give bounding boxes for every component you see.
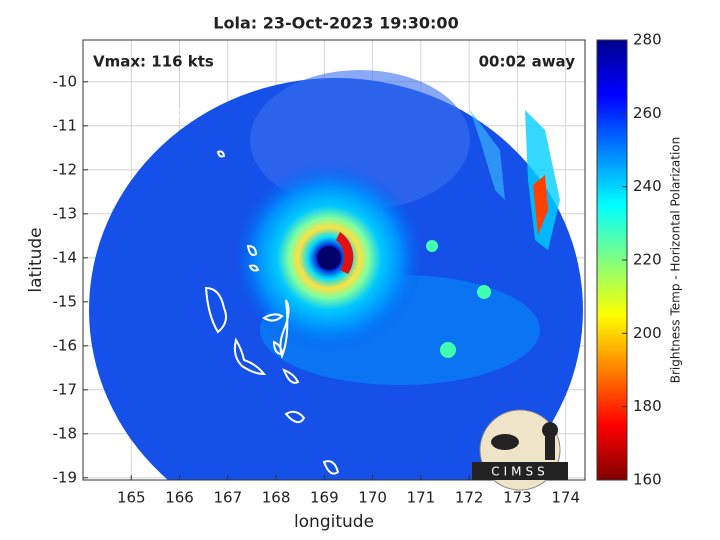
y-tick-label: -16 [53,336,78,354]
annotation: 00:02 away [479,53,576,71]
x-tick-label: 172 [455,489,484,507]
colorbar-tick-label: 220 [633,251,662,269]
logo-tower [545,430,555,460]
y-tick-label: -17 [53,380,78,398]
convection [477,285,491,299]
colorbar-tick-label: 260 [633,104,662,122]
colorbar-tick-label: 240 [633,177,662,195]
logo-band [472,462,568,480]
swath [89,70,583,480]
annotation: Vmax: 116 kts [93,53,214,71]
y-tick-label: -11 [53,116,78,134]
x-axis-label: longitude [294,512,374,532]
outer-band [470,110,505,200]
x-tick-label: 170 [358,489,387,507]
x-tick-label: 166 [165,489,194,507]
logo-dish [491,434,519,450]
convection [440,342,456,358]
logo: CIMSS [472,409,568,491]
y-tick-label: -12 [53,160,78,178]
x-tick-label: 174 [551,489,580,507]
y-axis-label: latitude [26,227,46,292]
x-tick-label: 171 [407,489,436,507]
plot-frame [82,39,586,481]
y-tick-label: -13 [53,204,78,222]
colorbar-tick-label: 200 [633,324,662,342]
outer-band-core [533,175,548,235]
y-tick-label: -15 [53,292,78,310]
colorbar-tick-label: 180 [633,397,662,415]
y-tick-label: -18 [53,424,78,442]
chart-title: Lola: 23-Oct-2023 19:30:00 [213,14,458,33]
axes: 165 166 167 168 169 170 171 172 173 174 -10 -11 -12 -… [53,72,581,506]
convection [426,240,438,252]
logo-text: CIMSS [491,465,549,479]
x-tick-label: 167 [213,489,242,507]
eyewall-core [336,232,354,274]
coastline [168,108,340,475]
x-tick-label: 165 [117,489,146,507]
colorbar-tick-label: 160 [633,471,662,489]
x-tick-label: 173 [503,489,532,507]
colorbar-label: Brightness Temp - Horizontal Polarizatio… [669,137,683,384]
x-tick-label: 169 [310,489,339,507]
logo-tank [542,422,558,438]
y-tick-label: -14 [53,248,78,266]
y-tick-label: -10 [53,72,78,90]
eye [317,246,341,270]
x-tick-label: 168 [262,489,291,507]
y-tick-label: -19 [53,468,78,486]
colorbar-tick-label: 280 [633,31,662,49]
